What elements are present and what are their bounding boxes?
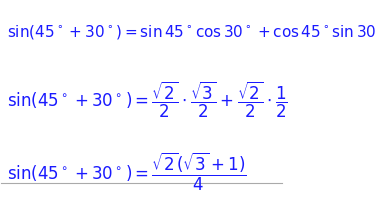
Text: $\sin(45^\circ + 30^\circ) = \dfrac{\sqrt{2}\left(\sqrt{3}+1\right)}{4}$: $\sin(45^\circ + 30^\circ) = \dfrac{\sqr…	[7, 150, 247, 192]
Text: $\sin(45^\circ + 30^\circ) = \sin 45^\circ \cos 30^\circ + \cos 45^\circ \sin 30: $\sin(45^\circ + 30^\circ) = \sin 45^\ci…	[7, 23, 376, 41]
Text: $\sin(45^\circ + 30^\circ) = \dfrac{\sqrt{2}}{2} \cdot \dfrac{\sqrt{3}}{2} + \df: $\sin(45^\circ + 30^\circ) = \dfrac{\sqr…	[7, 79, 288, 120]
